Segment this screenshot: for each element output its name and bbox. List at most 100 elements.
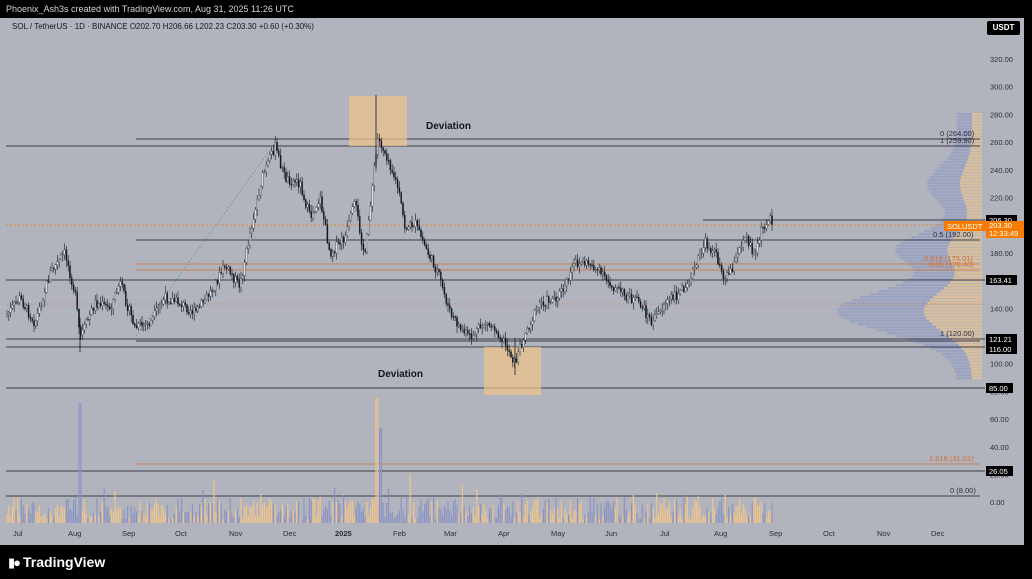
profile-bar [911, 266, 954, 269]
volume-bar [357, 502, 359, 523]
profile-bar [947, 248, 982, 251]
currency-button[interactable]: USDT [987, 21, 1020, 35]
volume-bar [199, 503, 201, 523]
volume-bar [755, 497, 757, 523]
candle-body [303, 194, 305, 200]
candle-body [265, 164, 267, 173]
profile-bar [940, 203, 966, 206]
profile-bar [895, 284, 948, 287]
candle-body [125, 290, 127, 306]
candle-body [220, 272, 222, 274]
candle-body [562, 288, 564, 292]
candle-body [578, 263, 581, 267]
volume-bar [168, 518, 170, 523]
volume-bar [217, 501, 219, 523]
profile-bar [845, 302, 928, 305]
volume-bar [208, 503, 210, 523]
time-axis-label: Dec [931, 529, 945, 538]
candle-body [771, 215, 773, 225]
candle-body [148, 322, 150, 326]
volume-bar [731, 503, 733, 523]
volume-bar [65, 499, 67, 523]
profile-bar [927, 179, 961, 182]
candle-body [647, 314, 649, 319]
volume-bar [107, 507, 109, 523]
candle-body [477, 324, 480, 329]
tag-last: 203.30 [989, 221, 1012, 230]
volume-bar [389, 513, 391, 523]
time-axis-label: Dec [283, 529, 297, 538]
volume-bar [550, 510, 552, 523]
volume-bar [762, 512, 764, 523]
volume-bar [521, 493, 523, 523]
volume-profile [837, 113, 982, 380]
candle-body [186, 304, 188, 313]
volume-bar [116, 508, 118, 523]
volume-bar [82, 510, 84, 523]
candle-body [560, 288, 563, 292]
tradingview-brand[interactable]: ▮● TradingView [8, 554, 105, 571]
volume-bar [346, 508, 348, 523]
candle-body [737, 253, 739, 258]
candle-body [274, 142, 276, 155]
volume-bar [724, 494, 726, 523]
volume-bar [361, 511, 363, 523]
volume-bar [542, 508, 544, 523]
volume-bar [125, 518, 127, 523]
candle-body [476, 328, 478, 335]
volume-bar [593, 497, 595, 523]
symbol-info-bar[interactable]: SOL / TetherUS · 1D · BINANCE O202.70 H2… [12, 22, 314, 31]
time-axis-label: Aug [714, 529, 727, 538]
candle-body [699, 253, 701, 256]
candle-body [657, 311, 660, 314]
volume-bar [654, 517, 656, 523]
candle-body [483, 325, 485, 328]
volume-bar [74, 497, 76, 523]
candle-body [296, 179, 298, 183]
candle-body [654, 314, 656, 321]
volume-bar [467, 515, 469, 523]
volume-bar [440, 509, 442, 523]
candle-body [53, 268, 55, 270]
profile-bar [946, 158, 968, 161]
volume-bar [650, 503, 652, 523]
candle-body [665, 303, 667, 306]
profile-bar [951, 362, 970, 365]
profile-bar [955, 371, 972, 374]
profile-bar [954, 143, 972, 146]
profile-bar [929, 176, 961, 179]
candle-body [591, 264, 593, 267]
volume-bar [373, 497, 375, 523]
candle-body [252, 219, 255, 229]
candle-body [517, 351, 519, 363]
candle-body [166, 293, 168, 304]
candle-body [56, 261, 59, 265]
profile-bar [956, 122, 972, 125]
candle-body [369, 206, 372, 221]
price-chart[interactable]: Deviation Deviation 0 (264.00) 1 (259.90… [0, 18, 1024, 545]
candle-body [225, 267, 228, 269]
volume-bar [249, 506, 251, 523]
time-axis[interactable]: Jul Aug Sep Oct Nov Dec 2025 Feb Mar Apr May Jun Jul… [13, 529, 945, 538]
volume-bar [218, 501, 220, 523]
profile-bar [840, 305, 926, 308]
price-axis-label: 320.00 [990, 55, 1013, 64]
candle-body [629, 293, 631, 297]
candle-body [200, 300, 203, 307]
volume-bar [339, 504, 341, 523]
volume-bar [197, 515, 199, 523]
volume-bar [280, 509, 282, 523]
profile-bar [971, 119, 982, 122]
candle-body [603, 271, 606, 276]
candle-body [355, 201, 357, 206]
chart-area[interactable]: Deviation Deviation 0 (264.00) 1 (259.90… [0, 18, 1024, 545]
volume-bar [51, 515, 53, 523]
candle-body [276, 142, 278, 152]
volume-bar [13, 497, 15, 523]
candle-body [188, 312, 190, 314]
volume-bar [146, 503, 148, 523]
candle-body [726, 272, 728, 279]
volume-bar [677, 515, 679, 523]
volume-bar [602, 515, 604, 523]
profile-bar [971, 374, 982, 377]
